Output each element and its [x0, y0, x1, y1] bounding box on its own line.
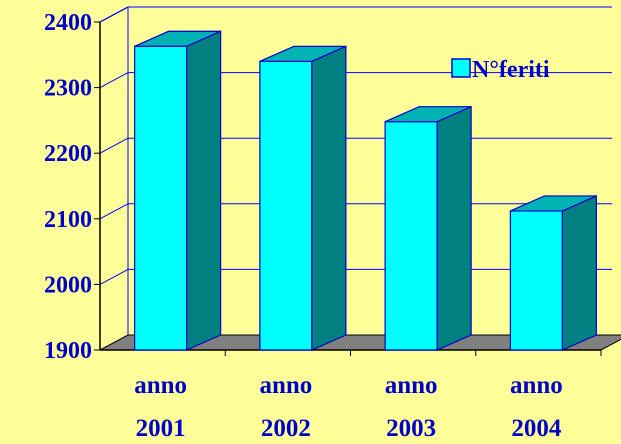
value-axis	[94, 21, 602, 356]
y-tick-label: 2100	[44, 207, 92, 233]
bar-top	[259, 45, 347, 62]
gridline-side	[99, 203, 129, 220]
x-category-label: anno	[385, 372, 438, 399]
bar-top	[510, 195, 597, 212]
y-tick-label: 2300	[44, 76, 92, 102]
bar-top	[384, 106, 472, 123]
x-category-labels: anno 2001 anno 2002 anno 2003 anno 2004	[134, 372, 563, 442]
x-category-label: 2001	[136, 415, 186, 442]
legend: N°feriti	[451, 57, 550, 83]
bars	[134, 30, 597, 351]
y-tick-label: 2400	[44, 10, 92, 36]
bar-side	[561, 195, 597, 351]
bar-front	[509, 210, 563, 351]
gridline-side	[99, 72, 129, 89]
y-tick-label: 2000	[44, 272, 92, 298]
x-category-label: anno	[259, 372, 312, 399]
bar-front	[384, 121, 438, 351]
bar-front	[259, 60, 313, 351]
y-tick-label: 2200	[44, 141, 92, 167]
x-category-label: 2004	[511, 415, 562, 442]
legend-label: N°feriti	[472, 57, 550, 83]
bar-front	[134, 45, 188, 351]
x-category-label: anno	[510, 372, 563, 399]
gridline-side	[99, 6, 129, 23]
y-tick-label: 1900	[44, 338, 92, 364]
x-category-label: anno	[134, 372, 187, 399]
x-category-label: 2003	[386, 415, 436, 442]
bar-side	[311, 45, 347, 351]
gridline-side	[99, 137, 129, 154]
gridline-side	[99, 268, 129, 285]
x-category-label: 2002	[261, 415, 311, 442]
bar-side	[436, 105, 472, 351]
bar-side	[186, 30, 222, 351]
bar-top	[134, 30, 221, 47]
legend-swatch	[451, 58, 471, 78]
y-tick-labels: 1900 2000 2100 2200 2300 2400	[44, 10, 92, 364]
